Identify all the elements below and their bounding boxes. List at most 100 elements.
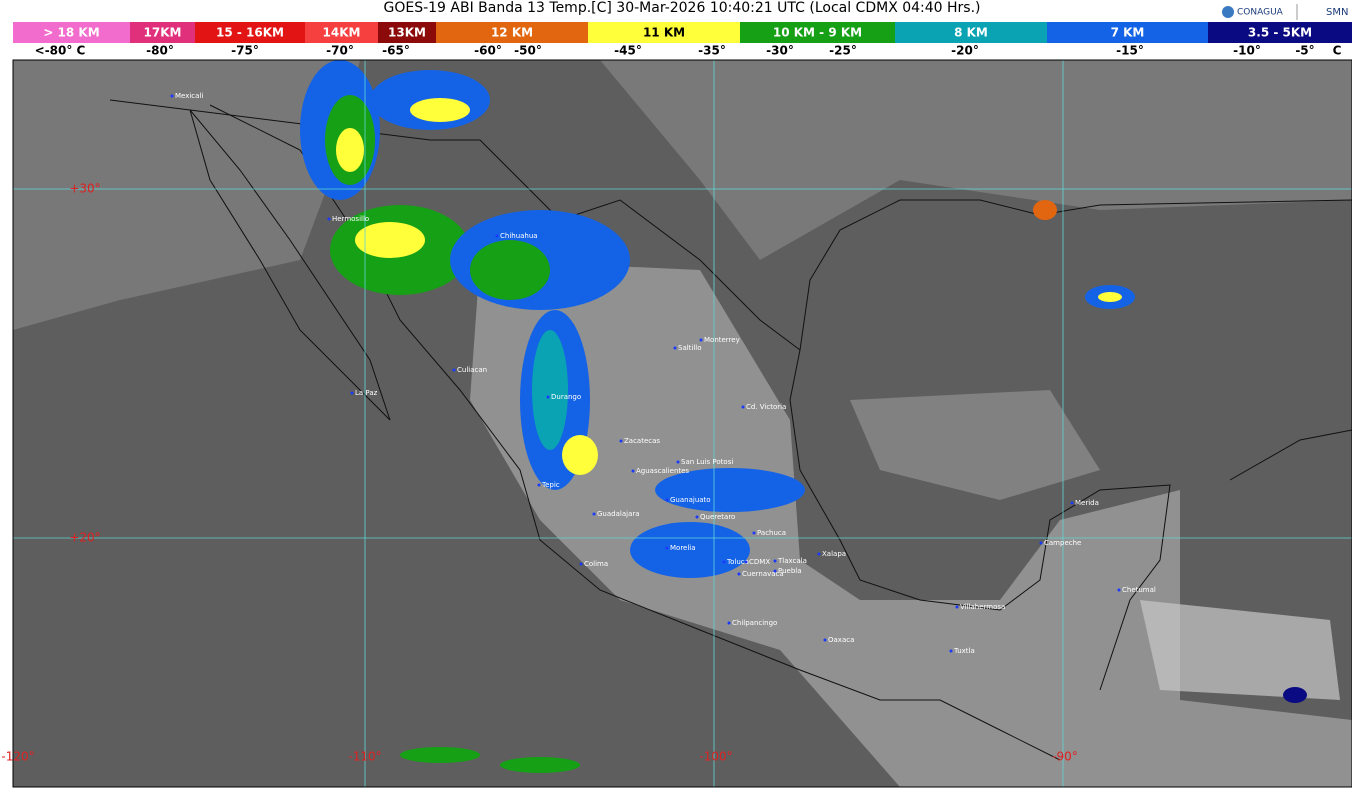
storm-7km xyxy=(655,468,805,512)
title: GOES-19 ABI Banda 13 Temp.[C] 30-Mar-202… xyxy=(383,0,980,16)
city-marker xyxy=(955,605,959,609)
city-marker xyxy=(823,638,827,642)
storm-12km xyxy=(1033,200,1057,220)
legend-label: 8 KM xyxy=(954,26,988,40)
city-label: Puebla xyxy=(778,567,802,575)
legend-label: 13KM xyxy=(388,26,426,40)
land-clouds xyxy=(470,260,1352,787)
legend-label: 14KM xyxy=(323,26,361,40)
latitude-label: +20° xyxy=(69,531,100,545)
northern-border xyxy=(109,99,801,351)
temperature-label: -60° xyxy=(474,44,502,58)
city-label: CDMX xyxy=(749,558,770,566)
storm-8km xyxy=(532,330,568,450)
temperature-label: -15° xyxy=(1116,44,1144,58)
city-label: La Paz xyxy=(355,389,378,397)
temperature-label: -50° xyxy=(514,44,542,58)
city-label: Toluca xyxy=(726,558,749,566)
city-label: Guadalajara xyxy=(597,510,640,518)
city-marker xyxy=(170,94,174,98)
city-marker xyxy=(1070,501,1074,505)
city-marker xyxy=(741,405,745,409)
city-label: San Luis Potosi xyxy=(681,458,733,466)
legend-swatch xyxy=(1047,22,1208,43)
temperature-label: -75° xyxy=(231,44,259,58)
city-label: Tuxtla xyxy=(953,647,975,655)
city-label: Oaxaca xyxy=(828,636,854,644)
legend-swatch xyxy=(740,22,895,43)
city-marker xyxy=(452,368,456,372)
temperature-label: -10° xyxy=(1233,44,1261,58)
city-label: Tlaxcala xyxy=(777,557,807,565)
city-marker xyxy=(722,560,726,564)
cuba xyxy=(1229,429,1352,481)
legend-label: 3.5 - 5KM xyxy=(1248,26,1312,40)
city-label: Queretaro xyxy=(700,513,735,521)
city-marker xyxy=(773,569,777,573)
city-marker xyxy=(949,649,953,653)
city-marker xyxy=(537,483,541,487)
city-label: Hermosillo xyxy=(332,215,369,223)
city-marker xyxy=(619,439,623,443)
temperature-label: -30° xyxy=(766,44,794,58)
longitude-label: -100° xyxy=(699,750,732,764)
city-label: Monterrey xyxy=(704,336,740,344)
cloud xyxy=(13,60,360,330)
temperature-label: C xyxy=(1333,44,1342,58)
temperature-label: -25° xyxy=(829,44,857,58)
city-marker xyxy=(631,469,635,473)
city-marker xyxy=(546,395,550,399)
city-marker xyxy=(327,217,331,221)
city-label: Zacatecas xyxy=(624,437,660,445)
city-label: Morelia xyxy=(670,544,696,552)
logo-text: CONAGUA xyxy=(1237,8,1284,18)
city-marker xyxy=(665,546,669,550)
city-label: Pachuca xyxy=(757,529,786,537)
longitude-label: -90° xyxy=(1052,750,1078,764)
city-label: Saltillo xyxy=(678,344,702,352)
longitude-label: -120° xyxy=(1,750,34,764)
legend-swatch xyxy=(436,22,588,43)
city-label: Tepic xyxy=(541,481,560,489)
legend-swatch xyxy=(378,22,436,43)
storm-7km xyxy=(630,522,750,578)
city-marker xyxy=(495,234,499,238)
graticule xyxy=(13,60,1352,787)
legend-label: 12 KM xyxy=(491,26,533,40)
city-marker xyxy=(579,562,583,566)
legend-label: > 18 KM xyxy=(43,26,99,40)
city-label: Xalapa xyxy=(822,550,846,558)
city-label: Colima xyxy=(584,560,608,568)
city-label: Merida xyxy=(1075,499,1099,507)
city-label: Cuernavaca xyxy=(742,570,784,578)
longitude-label: -110° xyxy=(348,750,381,764)
city-marker xyxy=(350,391,354,395)
city-marker xyxy=(592,512,596,516)
temperature-label: -80° xyxy=(146,44,174,58)
city-marker xyxy=(1039,541,1043,545)
city-label: Cd. Victoria xyxy=(746,403,786,411)
temperature-label: -35° xyxy=(698,44,726,58)
city-marker xyxy=(727,621,731,625)
city-marker xyxy=(665,498,669,502)
storm-11km xyxy=(355,222,425,258)
cloud xyxy=(1140,600,1340,700)
city-label: Mexicali xyxy=(175,92,203,100)
cloud-tops xyxy=(300,60,1307,773)
city-label: Guanajuato xyxy=(670,496,711,504)
legend-swatch xyxy=(305,22,378,43)
gulf-coast xyxy=(789,199,1352,691)
legend: > 18 KM 17KM 15 - 16KM 14KM 13KM 12 KM 11 KM 10… xyxy=(13,22,1352,58)
legend-swatch xyxy=(588,22,740,43)
legend-swatch xyxy=(1208,22,1352,43)
temperature-label: -45° xyxy=(614,44,642,58)
legend-label: 11 KM xyxy=(643,26,685,40)
legend-swatch xyxy=(130,22,195,43)
storm-11km xyxy=(1098,292,1122,302)
city-marker xyxy=(695,515,699,519)
city-marker xyxy=(752,531,756,535)
city-marker xyxy=(673,346,677,350)
city-marker xyxy=(817,552,821,556)
city-label: Aguascalientes xyxy=(636,467,689,475)
